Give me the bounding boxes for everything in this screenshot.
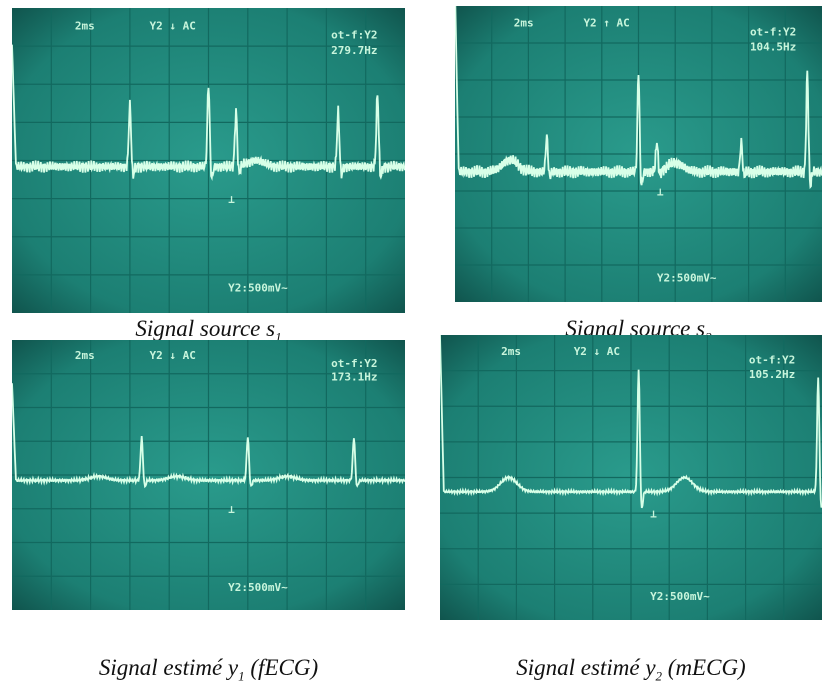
vertical-scale: Y2:500mV~ [650,590,710,603]
frequency: 279.7Hz [331,44,377,57]
caption: Signal estimé y1 (fECG) [2,655,416,685]
channel-mode: Y2 ↑ AC [583,17,629,30]
caption: Signal estimé y2 (mECG) [424,655,829,685]
trigger: ot-f:Y2 [331,357,377,370]
vertical-scale: Y2:500mV~ [657,271,717,284]
timebase: 2ms [75,349,95,362]
channel-mode: Y2 ↓ AC [150,349,196,362]
waveform [12,44,405,182]
caption-index: 2 [655,668,663,684]
trigger: ot-f:Y2 [331,29,377,42]
channel-mode: Y2 ↓ AC [574,345,620,358]
trigger: ot-f:Y2 [750,26,796,39]
channel-mode: Y2 ↓ AC [150,19,196,32]
caption-text: Signal estimé [516,655,646,680]
waveform [12,383,405,489]
caption-symbol: s [696,316,706,341]
ground-marker: ⊥ [657,185,664,198]
frequency: 104.5Hz [750,40,796,53]
caption-symbol: y [645,655,656,680]
vertical-scale: Y2:500mV~ [228,282,288,295]
caption-symbol: y [227,655,239,680]
ground-marker: ⊥ [650,507,657,520]
caption-text: Signal estimé [98,655,228,680]
caption-index: 1 [275,329,282,345]
caption-symbol: s [266,316,276,341]
waveform [440,335,822,509]
waveform [455,6,822,190]
caption-suffix: (mECG) [662,655,746,680]
frequency: 105.2Hz [749,368,795,381]
timebase: 2ms [75,19,95,32]
caption: Signal source s1 [2,316,416,346]
caption-index: 1 [238,668,245,684]
caption-suffix: (fECG) [244,655,319,680]
frequency: 173.1Hz [331,371,377,384]
ground-marker: ⊥ [228,503,235,516]
timebase: 2ms [514,17,534,30]
timebase: 2ms [501,345,521,358]
ground-marker: ⊥ [228,193,235,206]
trigger: ot-f:Y2 [749,354,795,367]
caption-text: Signal source [135,316,267,341]
vertical-scale: Y2:500mV~ [228,581,288,594]
oscilloscope-screen: ⊥ 2ms Y2 ↓ AC ot-f:Y2 279.7Hz Y2:500mV~ [12,8,405,313]
